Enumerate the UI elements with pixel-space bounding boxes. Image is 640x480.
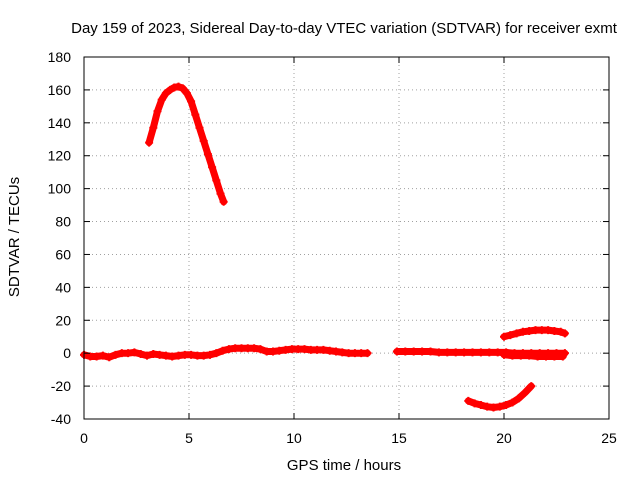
data-point xyxy=(153,107,162,116)
y-tick-label: 120 xyxy=(48,148,72,164)
series-trace xyxy=(145,83,228,206)
y-tick-label: 180 xyxy=(48,49,72,65)
series-arc-high xyxy=(145,82,228,206)
data-point xyxy=(418,347,427,356)
y-tick-label: 100 xyxy=(48,181,72,197)
data-point xyxy=(195,123,204,132)
data-point xyxy=(161,89,170,98)
grid-lines xyxy=(84,57,609,419)
data-point xyxy=(166,85,175,94)
data-point xyxy=(476,401,485,410)
data-point xyxy=(219,197,228,206)
x-tick-label: 5 xyxy=(185,430,193,446)
data-point xyxy=(468,348,477,357)
data-point xyxy=(514,394,523,403)
chart-title: Day 159 of 2023, Sidereal Day-to-day VTE… xyxy=(71,20,618,37)
y-tick-label: 40 xyxy=(55,279,71,295)
axis-ticks: -40 -20 0 20 40 60 80 100 120 140 160 180 0 5 10 15 20 25 xyxy=(48,49,617,446)
data-point xyxy=(542,352,550,361)
data-point xyxy=(508,398,517,407)
data-point xyxy=(464,396,473,405)
x-axis-label: GPS time / hours xyxy=(287,457,401,474)
y-tick-label: 60 xyxy=(55,246,71,262)
y-tick-label: 160 xyxy=(48,82,72,98)
x-tick-label: 15 xyxy=(391,430,407,446)
data-point xyxy=(212,349,221,358)
data-point xyxy=(143,351,151,360)
data-point xyxy=(495,402,504,411)
data-point xyxy=(203,150,212,159)
data-point xyxy=(443,348,452,357)
data-point xyxy=(500,332,508,341)
data-point xyxy=(216,189,225,198)
series-arc-late-low xyxy=(500,350,567,361)
y-tick-label: 0 xyxy=(63,345,71,361)
x-tick-label: 25 xyxy=(601,430,617,446)
data-point xyxy=(500,350,508,359)
data-point xyxy=(178,84,187,93)
data-point xyxy=(476,348,485,357)
y-axis-label: SDTVAR / TECUs xyxy=(6,177,23,297)
y-tick-label: 140 xyxy=(48,115,72,131)
data-point xyxy=(533,352,542,361)
data-point xyxy=(256,345,265,354)
data-point xyxy=(401,347,410,356)
series-arc-negative xyxy=(464,382,536,412)
data-point xyxy=(460,348,469,357)
data-point xyxy=(136,350,145,359)
data-point xyxy=(145,138,154,147)
data-point xyxy=(525,351,534,360)
data-point xyxy=(516,351,525,360)
data-point xyxy=(502,401,511,410)
y-tick-label: -20 xyxy=(51,378,71,394)
data-series xyxy=(80,82,569,412)
series-arc-baseline-1 xyxy=(80,344,372,362)
data-point xyxy=(485,348,494,357)
data-point xyxy=(493,348,502,357)
data-point xyxy=(451,348,460,357)
data-point xyxy=(508,351,517,360)
data-point xyxy=(105,353,114,362)
y-tick-label: 80 xyxy=(55,214,71,230)
y-tick-label: -40 xyxy=(51,411,71,427)
data-point xyxy=(208,163,217,172)
data-point xyxy=(409,347,418,356)
data-point xyxy=(111,350,120,359)
data-point xyxy=(130,348,139,357)
data-point xyxy=(470,399,479,408)
data-point xyxy=(527,382,536,391)
x-tick-label: 10 xyxy=(286,430,302,446)
data-point xyxy=(206,350,214,359)
data-point xyxy=(392,347,401,356)
data-point xyxy=(199,136,208,145)
data-point xyxy=(157,95,166,104)
data-point xyxy=(218,346,227,355)
data-point xyxy=(212,176,221,185)
data-point xyxy=(174,82,183,91)
data-point xyxy=(191,110,200,119)
y-tick-label: 20 xyxy=(55,312,71,328)
data-point xyxy=(182,89,191,98)
data-point xyxy=(556,327,565,336)
data-point xyxy=(560,329,569,338)
data-point xyxy=(149,123,158,132)
data-point xyxy=(558,352,567,361)
series-arc-positive-late xyxy=(500,326,569,341)
data-point xyxy=(187,97,196,106)
data-point xyxy=(434,348,443,357)
data-point xyxy=(98,351,107,360)
data-point xyxy=(363,349,372,358)
data-point xyxy=(426,347,435,356)
x-tick-label: 0 xyxy=(80,430,88,446)
data-point xyxy=(521,388,529,397)
data-point xyxy=(506,331,515,340)
data-point xyxy=(512,329,521,338)
data-point xyxy=(550,352,559,361)
plot-frame xyxy=(83,56,610,420)
x-tick-label: 20 xyxy=(496,430,512,446)
